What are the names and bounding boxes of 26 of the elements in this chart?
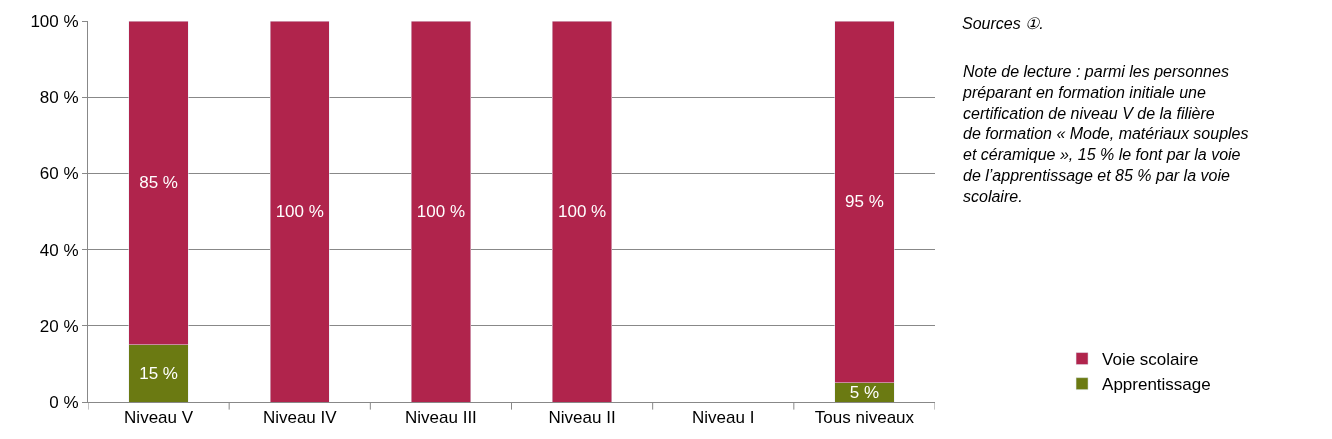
bar [552,21,612,402]
text: Note de lecture : parmi les personnes préparant en formation initiale une certification de niveau V de la filière de formation « Mode, matériaux souples et céramique », 15 % le font par la voie de l’apprentissage et 85 % par la voie scolaire. [962,63,1249,205]
x-tick-label: Niveau II [548,408,616,428]
x-tick-label: Niveau V [124,408,194,428]
bar [411,21,471,402]
data-label: 100 % [275,202,324,221]
data-label: 100 % [557,202,607,221]
data-label: 85 % [139,173,178,193]
y-tick-label: 40 % [39,240,79,260]
source-note: Sources ①. [962,15,1044,32]
y-tick-label: 20 % [39,316,79,336]
x-tick-label: Niveau I [692,408,755,428]
x-tick-label: Niveau III [405,408,477,428]
data-label: 100 % [416,202,466,221]
data-label: 95 % [845,192,884,212]
y-tick-label: 0 % [49,392,79,412]
y-tick-label: 80 % [39,88,79,108]
legend-label: Voie scolaire [1102,350,1199,370]
y-tick-label: 60 % [39,164,79,184]
x-tick-label: Niveau IV [262,408,338,428]
x-tick-label: Tous niveaux [814,408,915,428]
legend-label: Apprentissage [1102,375,1211,395]
bar [269,21,330,402]
data-label: 5 % [849,382,880,402]
y-tick-label: 100 % [30,11,79,31]
data-label: 15 % [139,363,178,383]
